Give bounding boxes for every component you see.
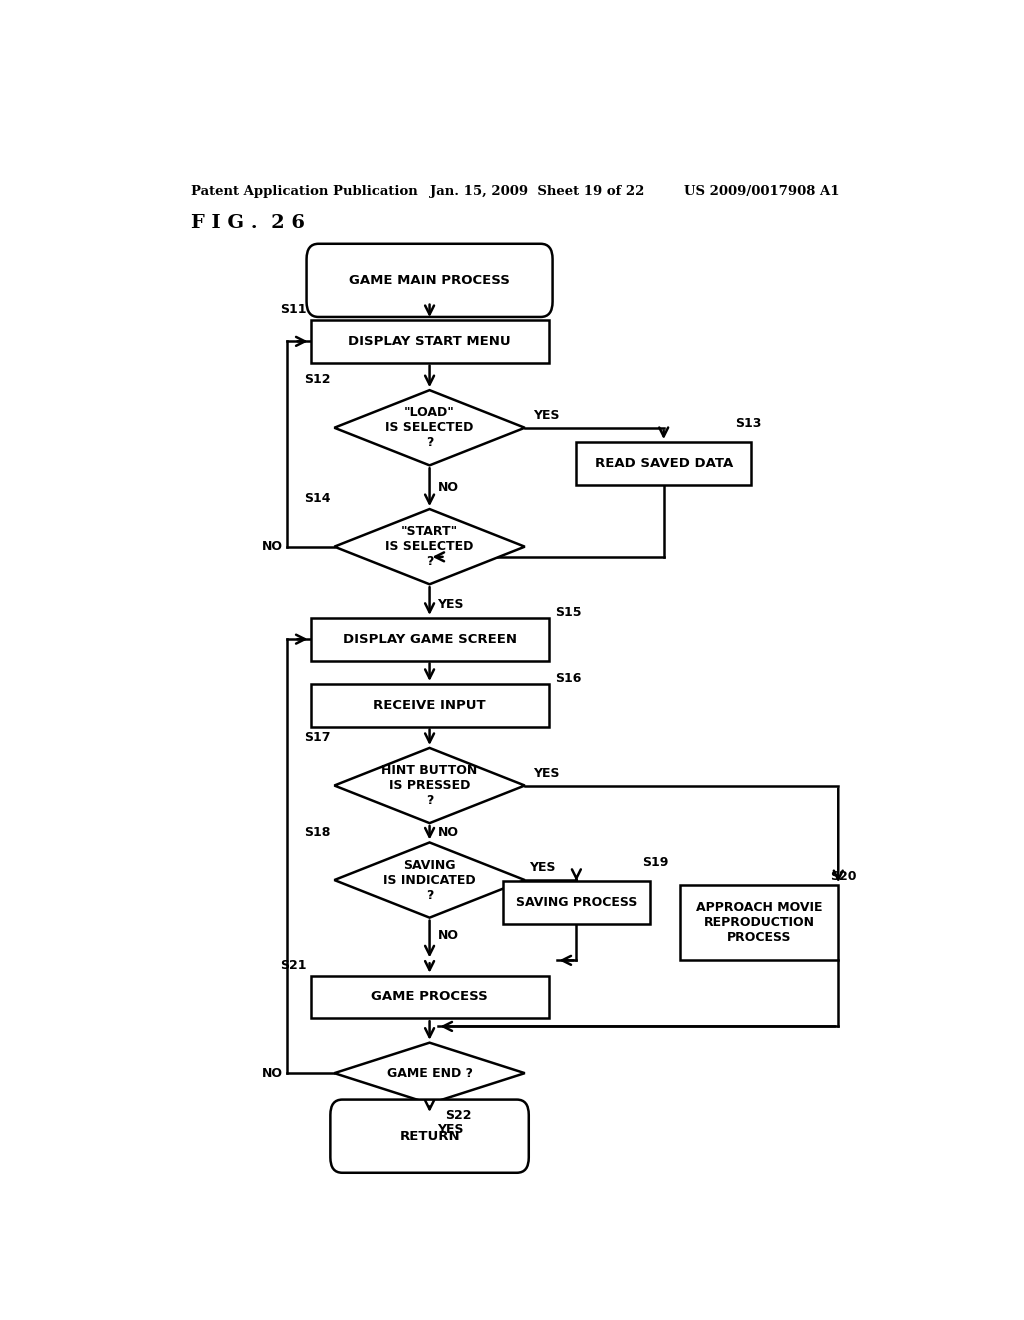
Text: GAME MAIN PROCESS: GAME MAIN PROCESS <box>349 273 510 286</box>
Text: RECEIVE INPUT: RECEIVE INPUT <box>374 698 485 711</box>
Text: F I G .  2 6: F I G . 2 6 <box>191 214 305 232</box>
Text: YES: YES <box>532 767 559 780</box>
Text: S11: S11 <box>280 304 306 317</box>
Polygon shape <box>334 391 524 466</box>
Text: S18: S18 <box>304 826 331 838</box>
Bar <box>680 886 839 961</box>
Text: S20: S20 <box>830 870 857 883</box>
Text: S15: S15 <box>555 606 582 619</box>
Text: S19: S19 <box>642 857 669 870</box>
Text: NO: NO <box>262 1067 283 1080</box>
Text: S13: S13 <box>735 417 762 430</box>
Text: APPROACH MOVIE
REPRODUCTION
PROCESS: APPROACH MOVIE REPRODUCTION PROCESS <box>695 902 822 944</box>
Text: S12: S12 <box>304 374 331 387</box>
Text: YES: YES <box>437 1122 464 1135</box>
Text: DISPLAY START MENU: DISPLAY START MENU <box>348 335 511 348</box>
Text: SAVING PROCESS: SAVING PROCESS <box>516 896 637 909</box>
Text: Jan. 15, 2009  Sheet 19 of 22: Jan. 15, 2009 Sheet 19 of 22 <box>430 185 644 198</box>
Polygon shape <box>334 1043 524 1104</box>
Text: S16: S16 <box>555 672 582 685</box>
Text: "START"
IS SELECTED
?: "START" IS SELECTED ? <box>385 525 474 568</box>
Bar <box>310 618 549 660</box>
Text: YES: YES <box>528 862 555 874</box>
Text: GAME PROCESS: GAME PROCESS <box>371 990 488 1003</box>
Bar <box>503 880 650 924</box>
Polygon shape <box>334 842 524 917</box>
Text: S21: S21 <box>280 958 306 972</box>
Bar <box>577 442 751 484</box>
Text: DISPLAY GAME SCREEN: DISPLAY GAME SCREEN <box>343 632 516 645</box>
Text: GAME END ?: GAME END ? <box>387 1067 472 1080</box>
Text: NO: NO <box>437 826 459 840</box>
Text: S22: S22 <box>445 1109 472 1122</box>
Bar <box>310 684 549 726</box>
Text: NO: NO <box>262 540 283 553</box>
Text: HINT BUTTON
IS PRESSED
?: HINT BUTTON IS PRESSED ? <box>382 764 477 807</box>
Text: "LOAD"
IS SELECTED
?: "LOAD" IS SELECTED ? <box>385 407 474 449</box>
Text: S17: S17 <box>304 731 331 744</box>
Text: Patent Application Publication: Patent Application Publication <box>191 185 418 198</box>
Text: SAVING
IS INDICATED
?: SAVING IS INDICATED ? <box>383 858 476 902</box>
FancyBboxPatch shape <box>306 244 553 317</box>
Text: YES: YES <box>437 598 464 611</box>
Text: YES: YES <box>532 409 559 422</box>
Polygon shape <box>334 510 524 585</box>
Text: READ SAVED DATA: READ SAVED DATA <box>595 457 733 470</box>
Text: NO: NO <box>437 929 459 942</box>
Text: S14: S14 <box>304 492 331 506</box>
Polygon shape <box>334 748 524 824</box>
FancyBboxPatch shape <box>331 1100 528 1172</box>
Bar <box>310 319 549 363</box>
Bar <box>310 975 549 1018</box>
Text: NO: NO <box>437 480 459 494</box>
Text: US 2009/0017908 A1: US 2009/0017908 A1 <box>684 185 839 198</box>
Text: RETURN: RETURN <box>399 1130 460 1143</box>
